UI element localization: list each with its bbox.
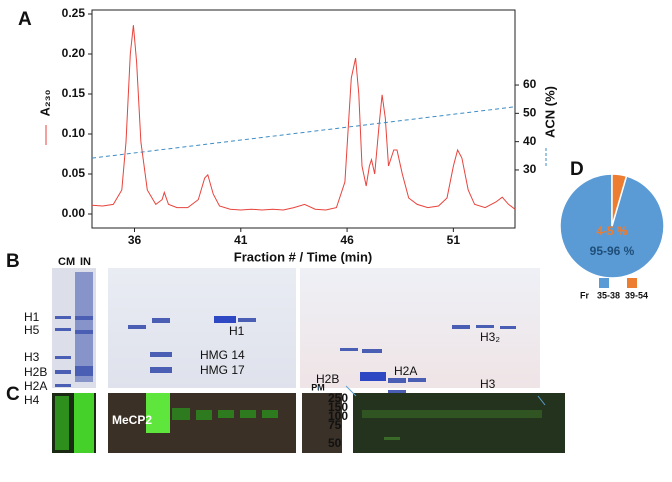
blot-band [74, 393, 94, 453]
panel-letter: D [570, 159, 584, 180]
blot-bands [172, 408, 278, 420]
gel-bands [128, 316, 256, 373]
y-tick-label: 0.10 [62, 126, 86, 140]
y-tick-label: 0.05 [62, 166, 86, 180]
x-tick-label: 46 [340, 233, 354, 247]
legend-label: 35-38 [597, 290, 620, 300]
data-line [91, 25, 516, 211]
blot-band [55, 396, 69, 450]
lane-label: CM [58, 256, 75, 268]
blot-label: MeCP2 [112, 413, 152, 427]
band-label: HMG 14 [200, 348, 245, 362]
x-axis-label: Fraction # / Time (min) [234, 249, 372, 264]
pie-slice [611, 173, 628, 227]
band-label: H2B [24, 365, 47, 379]
lane-label: IN [80, 256, 91, 268]
blot [108, 393, 296, 453]
plot-frame [91, 9, 516, 229]
band-label: H3₂ [480, 330, 500, 344]
panel-letter: B [6, 251, 20, 272]
x-tick-label: 41 [234, 233, 248, 247]
x-tick-label: 51 [447, 233, 461, 247]
y-tick-label: 0.25 [62, 6, 86, 20]
marker-size: 250 [328, 391, 348, 405]
y2-tick-label: 30 [523, 162, 537, 176]
marker-size: 50 [328, 436, 342, 450]
x-tick-label: 36 [128, 233, 142, 247]
blot-bands [362, 410, 542, 440]
band-label: H2A [394, 364, 417, 378]
marker-size: 75 [328, 418, 342, 432]
y-tick-label: 0.20 [62, 46, 86, 60]
legend-label: 39-54 [625, 290, 648, 300]
panel-letter: A [18, 9, 32, 30]
band-label: H2B [316, 372, 339, 386]
y2-tick-label: 40 [523, 134, 537, 148]
marker-sizes: 250 150 100 75 50 [328, 391, 348, 450]
band-label: H1 [229, 324, 245, 338]
panel-letter: C [6, 384, 20, 405]
band-label: H1 [24, 310, 40, 324]
y2-tick-label: 50 [523, 106, 537, 120]
pie-label: 95-96 % [590, 244, 635, 258]
blot-band [146, 393, 170, 433]
y2-axis-label: ACN (%) [542, 86, 557, 138]
y2-tick-label: 60 [523, 77, 537, 91]
marker-size: 100 [328, 409, 348, 423]
band-label: HMG 17 [200, 363, 245, 377]
band-label: H4 [24, 393, 40, 407]
legend-swatch [627, 278, 637, 288]
zoom-line [345, 385, 357, 397]
band-label: H3 [480, 377, 496, 391]
gel-bands [55, 272, 93, 387]
marker-size: 150 [328, 400, 348, 414]
legend-title: Fr [580, 290, 589, 300]
band-label: H3 [24, 350, 40, 364]
gel-bands [340, 325, 516, 393]
legend-swatch [599, 278, 609, 288]
y-axis-label: A₂₃₀ [37, 89, 52, 116]
zoom-line [537, 395, 546, 406]
y-tick-label: 0.00 [62, 206, 86, 220]
band-label: H5 [24, 323, 40, 337]
pie-label: 4-5 % [596, 224, 628, 238]
marker-lane [302, 393, 342, 453]
y-tick-label: 0.15 [62, 86, 86, 100]
data-line [91, 106, 516, 159]
blot [353, 393, 565, 453]
band-label: H2A [24, 379, 47, 393]
